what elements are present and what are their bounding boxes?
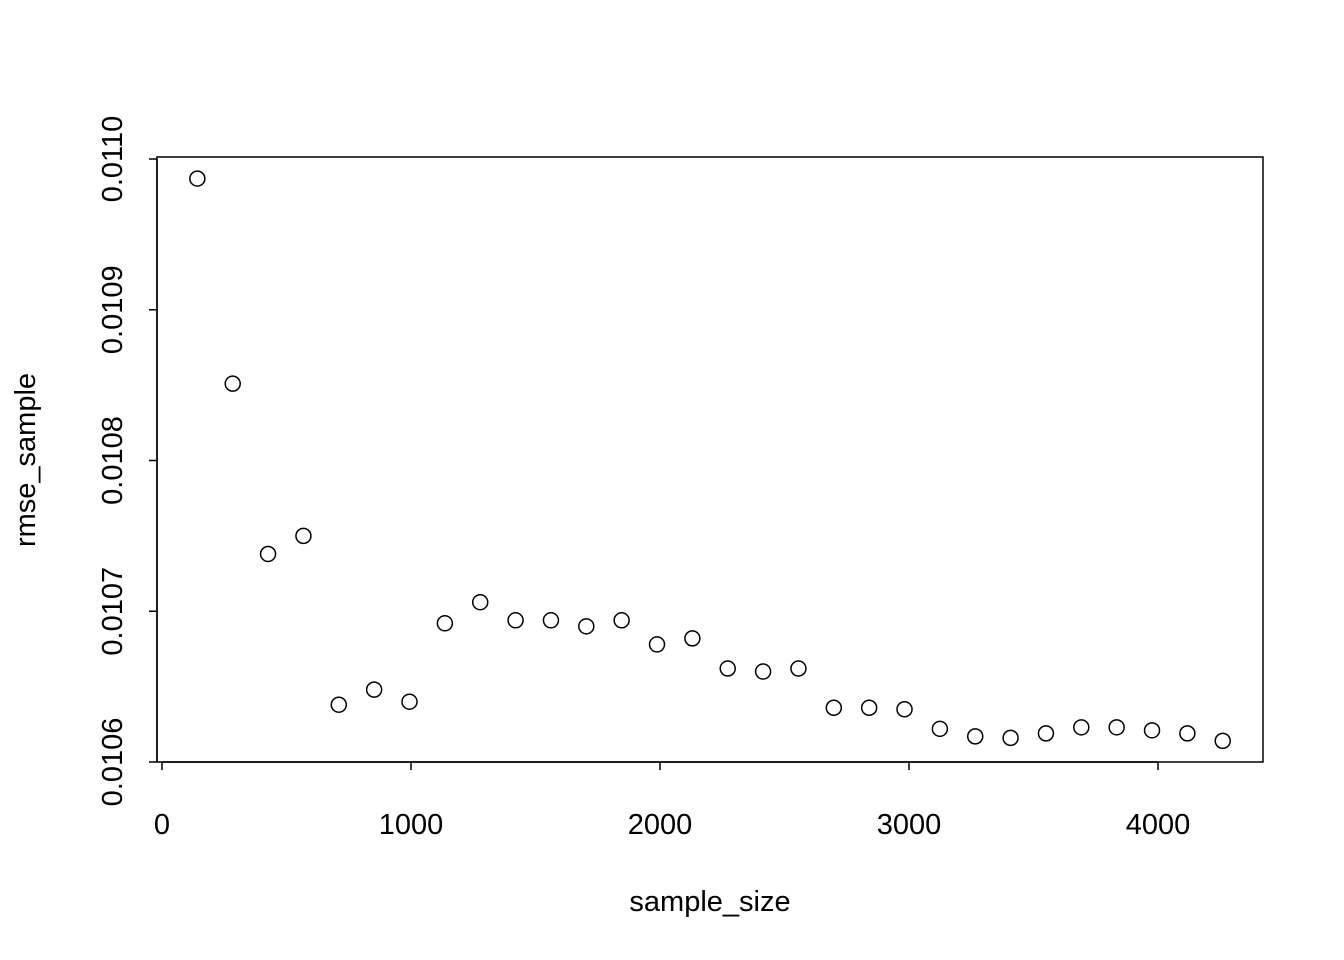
data-point [1179,725,1196,742]
data-point [1108,719,1125,736]
data-point [471,593,489,611]
x-tick-label: 3000 [877,809,942,841]
data-point [1073,719,1090,736]
data-point [578,618,595,635]
x-tick-label: 1000 [379,809,444,841]
data-point [684,630,701,647]
x-axis-label: sample_size [629,886,790,918]
data-point [507,612,524,629]
data-point [1002,729,1019,747]
data-point [896,700,913,718]
data-point [1214,732,1231,750]
data-point [754,663,772,680]
data-points [189,170,1231,750]
data-point [330,696,348,713]
x-tick-label: 0 [154,809,170,841]
data-point [790,660,807,677]
y-tick-label: 0.0106 [97,718,129,807]
data-point [189,170,206,187]
data-point [1143,722,1161,739]
data-point [401,693,418,710]
plot-box [156,156,1264,763]
x-axis: 0 1000 2000 3000 4000 [154,761,1191,841]
y-tick-label: 0.0110 [97,116,129,203]
data-point [436,615,454,632]
y-tick-label: 0.0107 [97,567,129,656]
data-point [1037,725,1055,742]
y-axis: 0.0106 0.0107 0.0108 0.0109 0.0110 [97,116,158,807]
y-axis-label: rmse_sample [10,373,42,547]
y-tick-label: 0.0109 [97,265,129,354]
data-point [825,699,843,716]
x-tick-label: 4000 [1126,809,1191,841]
data-point [648,636,666,653]
data-point [295,527,312,545]
data-point [931,720,949,738]
data-point [613,612,630,629]
data-point [365,681,383,698]
data-point [542,612,560,629]
data-point [259,545,277,563]
x-tick-label: 2000 [628,809,693,841]
data-point [224,375,241,392]
data-point [719,660,736,677]
data-point [966,728,984,745]
y-tick-label: 0.0108 [97,416,129,505]
data-point [860,699,878,716]
